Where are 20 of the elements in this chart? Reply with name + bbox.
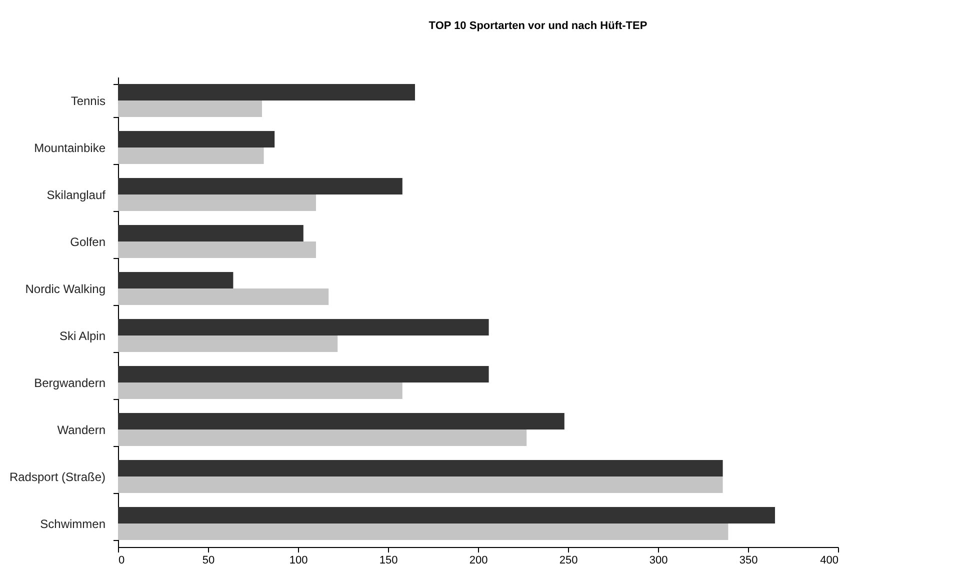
x-tick-label: 300	[649, 554, 668, 566]
y-tick-label: Radsport (Straße)	[9, 470, 106, 484]
x-tick-label: 250	[559, 554, 578, 566]
y-tick-label: Tennis	[70, 94, 106, 108]
y-tick-label: Golfen	[70, 235, 106, 249]
y-tick-label: Mountainbike	[34, 141, 106, 155]
y-tick-label: Bergwandern	[34, 376, 106, 390]
y-tick-label: Nordic Walking	[25, 282, 106, 296]
x-tick-label: 50	[202, 554, 215, 566]
x-tick-label: 0	[118, 554, 125, 566]
y-tick-label: Ski Alpin	[59, 329, 106, 343]
y-tick-label: Wandern	[57, 423, 106, 437]
y-tick-label: Schwimmen	[40, 517, 106, 531]
x-tick-label: 150	[379, 554, 398, 566]
y-tick-label: Skilanglauf	[46, 188, 106, 202]
x-tick-label: 400	[820, 554, 838, 566]
x-tick-label: 200	[469, 554, 488, 566]
x-tick-label: 100	[289, 554, 308, 566]
x-tick-label: 350	[739, 554, 758, 566]
chart-title: TOP 10 Sportarten vor und nach Hüft-TEP	[428, 20, 648, 32]
